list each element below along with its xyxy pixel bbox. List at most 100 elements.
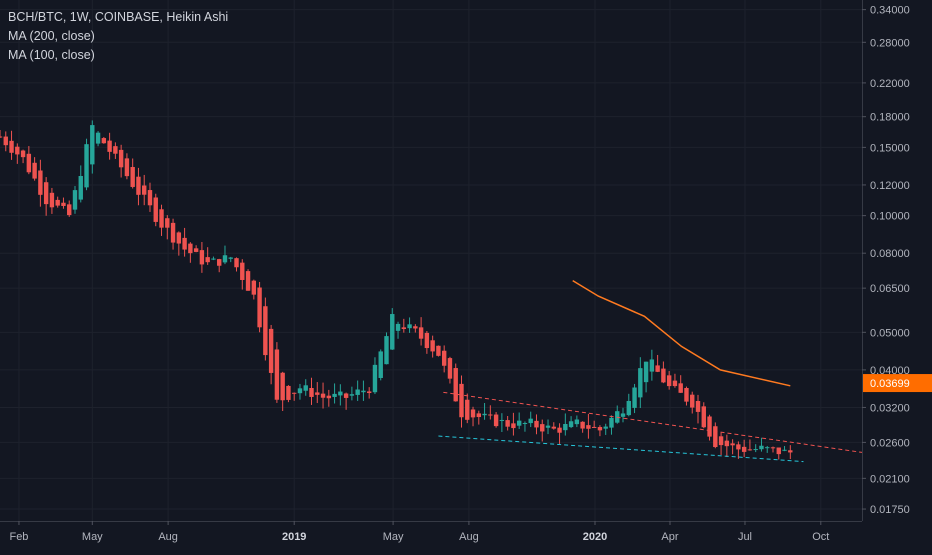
candle-body xyxy=(55,199,60,206)
candle-body xyxy=(447,358,453,379)
candle-body xyxy=(355,389,360,395)
candle-body xyxy=(770,447,776,449)
candle-body xyxy=(690,394,695,408)
candle-body xyxy=(170,222,176,243)
candle-body xyxy=(528,418,533,424)
time-tick-label: Feb xyxy=(9,531,28,543)
candle-body xyxy=(130,167,135,187)
price-tick-label: 0.28000 xyxy=(870,37,910,49)
candle-body xyxy=(418,327,424,339)
time-tick-label: 2020 xyxy=(583,531,607,543)
price-tick-label: 0.03200 xyxy=(870,402,910,414)
candle-body xyxy=(320,393,326,398)
candle-body xyxy=(765,447,770,449)
price-axis[interactable] xyxy=(862,0,932,550)
candle-body xyxy=(245,271,251,291)
candle-body xyxy=(557,427,562,433)
candle-body xyxy=(436,345,441,356)
time-tick-label: Aug xyxy=(158,531,178,543)
price-tick-label: 0.02100 xyxy=(870,473,910,485)
candle-body xyxy=(678,383,683,393)
price-tick-label: 0.15000 xyxy=(870,142,910,154)
price-tick-label: 0.08000 xyxy=(870,248,910,260)
candle-body xyxy=(453,368,458,402)
candle-body xyxy=(511,423,516,429)
candle-body xyxy=(211,258,216,260)
candle-body xyxy=(228,257,233,259)
candle-body xyxy=(522,423,528,425)
candle-body xyxy=(724,440,730,447)
candle-body xyxy=(459,383,464,418)
time-tick-label: 2019 xyxy=(282,531,306,543)
candle-body xyxy=(78,175,83,200)
candle-body xyxy=(303,385,308,391)
time-tick-label: May xyxy=(383,531,404,543)
symbol-title[interactable]: BCH/BTC, 1W, COINBASE, Heikin Ashi xyxy=(8,10,229,24)
candle-body xyxy=(95,132,101,144)
candle-body xyxy=(741,446,747,452)
candle-body xyxy=(240,262,245,280)
candle-body xyxy=(591,426,597,428)
candle-body xyxy=(695,401,701,412)
candle-body xyxy=(20,150,26,158)
candle-body xyxy=(309,388,314,397)
resistance-trend-line[interactable] xyxy=(443,391,863,453)
ma-100-label[interactable]: MA (100, close) xyxy=(8,48,95,62)
candle-body xyxy=(234,258,239,268)
candle-body xyxy=(199,250,205,265)
candle-body xyxy=(176,232,182,244)
candle-body xyxy=(113,146,118,154)
candle-body xyxy=(684,388,689,402)
candle-body xyxy=(609,417,614,428)
candle-body xyxy=(384,336,389,365)
candle-body xyxy=(101,138,107,144)
candle-body xyxy=(136,176,141,195)
price-tick-label: 0.06500 xyxy=(870,283,910,295)
candle-body xyxy=(257,287,262,328)
candle-body xyxy=(182,237,187,250)
candle-body xyxy=(465,399,470,420)
price-tick-label: 0.22000 xyxy=(870,78,910,90)
candle-body xyxy=(649,359,655,372)
candle-body xyxy=(655,365,660,372)
time-tick-label: May xyxy=(82,531,103,543)
candle-body xyxy=(424,332,430,349)
price-tick-label: 0.05000 xyxy=(870,327,910,339)
candle-body xyxy=(38,170,43,195)
time-axis[interactable] xyxy=(0,521,932,550)
candle-body xyxy=(776,447,781,455)
candle-body xyxy=(782,449,787,451)
candle-body xyxy=(3,136,8,146)
price-tick-label: 0.10000 xyxy=(870,211,910,223)
time-tick-label: Jul xyxy=(738,531,752,543)
candle-body xyxy=(493,414,499,427)
candle-body xyxy=(476,413,481,418)
ma-200-label[interactable]: MA (200, close) xyxy=(8,29,95,43)
candle-body xyxy=(580,421,585,429)
candle-body xyxy=(413,326,418,329)
candle-body xyxy=(540,424,545,432)
candle-body xyxy=(505,420,510,427)
candle-body xyxy=(67,204,72,216)
candle-body xyxy=(268,328,274,373)
candle-body xyxy=(332,393,337,397)
candle-body xyxy=(701,406,706,428)
candle-body xyxy=(366,391,372,393)
support-trend-line[interactable] xyxy=(438,435,804,463)
candle-body xyxy=(713,426,718,448)
candle-body xyxy=(205,257,210,263)
candle-body xyxy=(297,388,303,394)
candle-body xyxy=(90,125,95,165)
candle-body xyxy=(707,416,712,437)
candle-body xyxy=(407,324,412,329)
price-tick-label: 0.18000 xyxy=(870,112,910,124)
current-price-tag xyxy=(863,374,932,393)
candle-body xyxy=(26,153,32,173)
candle-body xyxy=(488,414,493,416)
candle-body xyxy=(759,445,764,450)
candle-body xyxy=(217,259,222,266)
ma-line[interactable] xyxy=(572,279,791,387)
candle-body xyxy=(661,368,666,383)
